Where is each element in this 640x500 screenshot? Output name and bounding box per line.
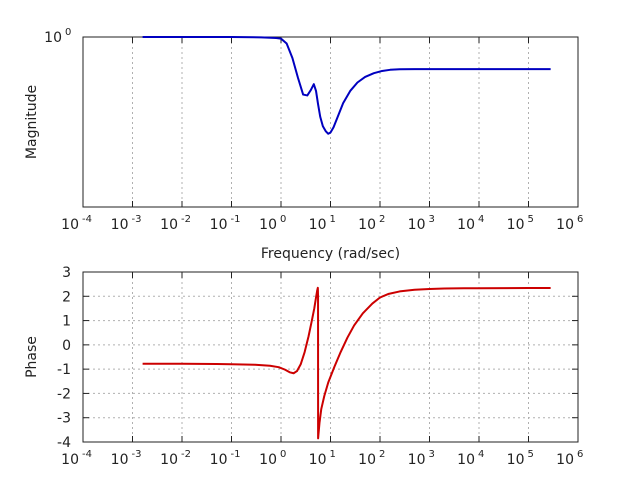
x-tick-label: 10 — [507, 217, 525, 233]
y-tick-label: 1 — [62, 314, 71, 330]
series-line — [142, 36, 551, 135]
x-tick-exponent: 1 — [330, 214, 336, 225]
plot-frame — [82, 271, 579, 443]
series-line — [142, 286, 551, 440]
x-tick-exponent: 6 — [577, 449, 583, 460]
y-tick-label: 0 — [62, 338, 71, 354]
x-tick-exponent: -1 — [231, 214, 241, 225]
x-tick-exponent: 2 — [379, 449, 385, 460]
x-tick-label: 10 — [408, 217, 426, 233]
x-tick-label: 10 — [61, 452, 79, 468]
x-tick-exponent: -2 — [181, 449, 191, 460]
x-tick-exponent: 1 — [330, 449, 336, 460]
x-tick-label: 10 — [358, 217, 376, 233]
x-tick-exponent: -3 — [132, 214, 142, 225]
x-tick-exponent: -4 — [82, 449, 92, 460]
x-tick-label: 10 — [210, 452, 228, 468]
y-axis-label: Magnitude — [24, 85, 40, 159]
x-tick-label: 10 — [160, 217, 178, 233]
y-tick-label: 3 — [62, 265, 71, 281]
x-tick-exponent: 4 — [478, 449, 484, 460]
x-tick-exponent: -2 — [181, 214, 191, 225]
x-tick-exponent: 3 — [429, 449, 435, 460]
plot-frame — [82, 36, 579, 208]
x-tick-exponent: 3 — [429, 214, 435, 225]
y-tick-label: -2 — [57, 386, 71, 402]
x-tick-exponent: 5 — [528, 449, 534, 460]
x-tick-label: 10 — [408, 452, 426, 468]
x-tick-label: 10 — [61, 217, 79, 233]
x-tick-label: 10 — [111, 217, 129, 233]
x-tick-label: 10 — [210, 217, 228, 233]
x-tick-exponent: 0 — [280, 214, 286, 225]
x-tick-label: 10 — [556, 452, 574, 468]
y-tick-exponent: 0 — [65, 27, 71, 38]
y-tick-label: -4 — [57, 435, 71, 451]
x-tick-exponent: 4 — [478, 214, 484, 225]
x-tick-label: 10 — [309, 217, 327, 233]
x-tick-label: 10 — [160, 452, 178, 468]
x-tick-exponent: 5 — [528, 214, 534, 225]
x-tick-exponent: 2 — [379, 214, 385, 225]
x-tick-exponent: 0 — [280, 449, 286, 460]
x-tick-exponent: -1 — [231, 449, 241, 460]
phase-plot: 10 -4 10 -3 10 -2 10 -1 10 0 10 1 10 2 10 3 10 4 10 5 10 6321… — [24, 265, 583, 468]
y-axis-label: Phase — [24, 336, 40, 378]
y-tick-label: -1 — [57, 362, 71, 378]
x-tick-label: 10 — [556, 217, 574, 233]
magnitude-plot: 10 -4 10 -3 10 -2 10 -1 10 0 10 1 10 2 10 3 10 4 10 5 10 610 0… — [24, 27, 583, 262]
y-tick-label: 2 — [62, 289, 71, 305]
x-tick-exponent: 6 — [577, 214, 583, 225]
y-tick-label: 10 — [44, 30, 62, 46]
x-tick-label: 10 — [309, 452, 327, 468]
x-tick-label: 10 — [111, 452, 129, 468]
x-tick-label: 10 — [358, 452, 376, 468]
x-tick-label: 10 — [259, 452, 277, 468]
x-tick-exponent: -3 — [132, 449, 142, 460]
x-tick-label: 10 — [457, 452, 475, 468]
x-tick-label: 10 — [259, 217, 277, 233]
x-tick-exponent: -4 — [82, 214, 92, 225]
x-tick-label: 10 — [507, 452, 525, 468]
y-tick-label: -3 — [57, 411, 71, 427]
x-axis-label: Frequency (rad/sec) — [261, 246, 400, 262]
x-tick-label: 10 — [457, 217, 475, 233]
